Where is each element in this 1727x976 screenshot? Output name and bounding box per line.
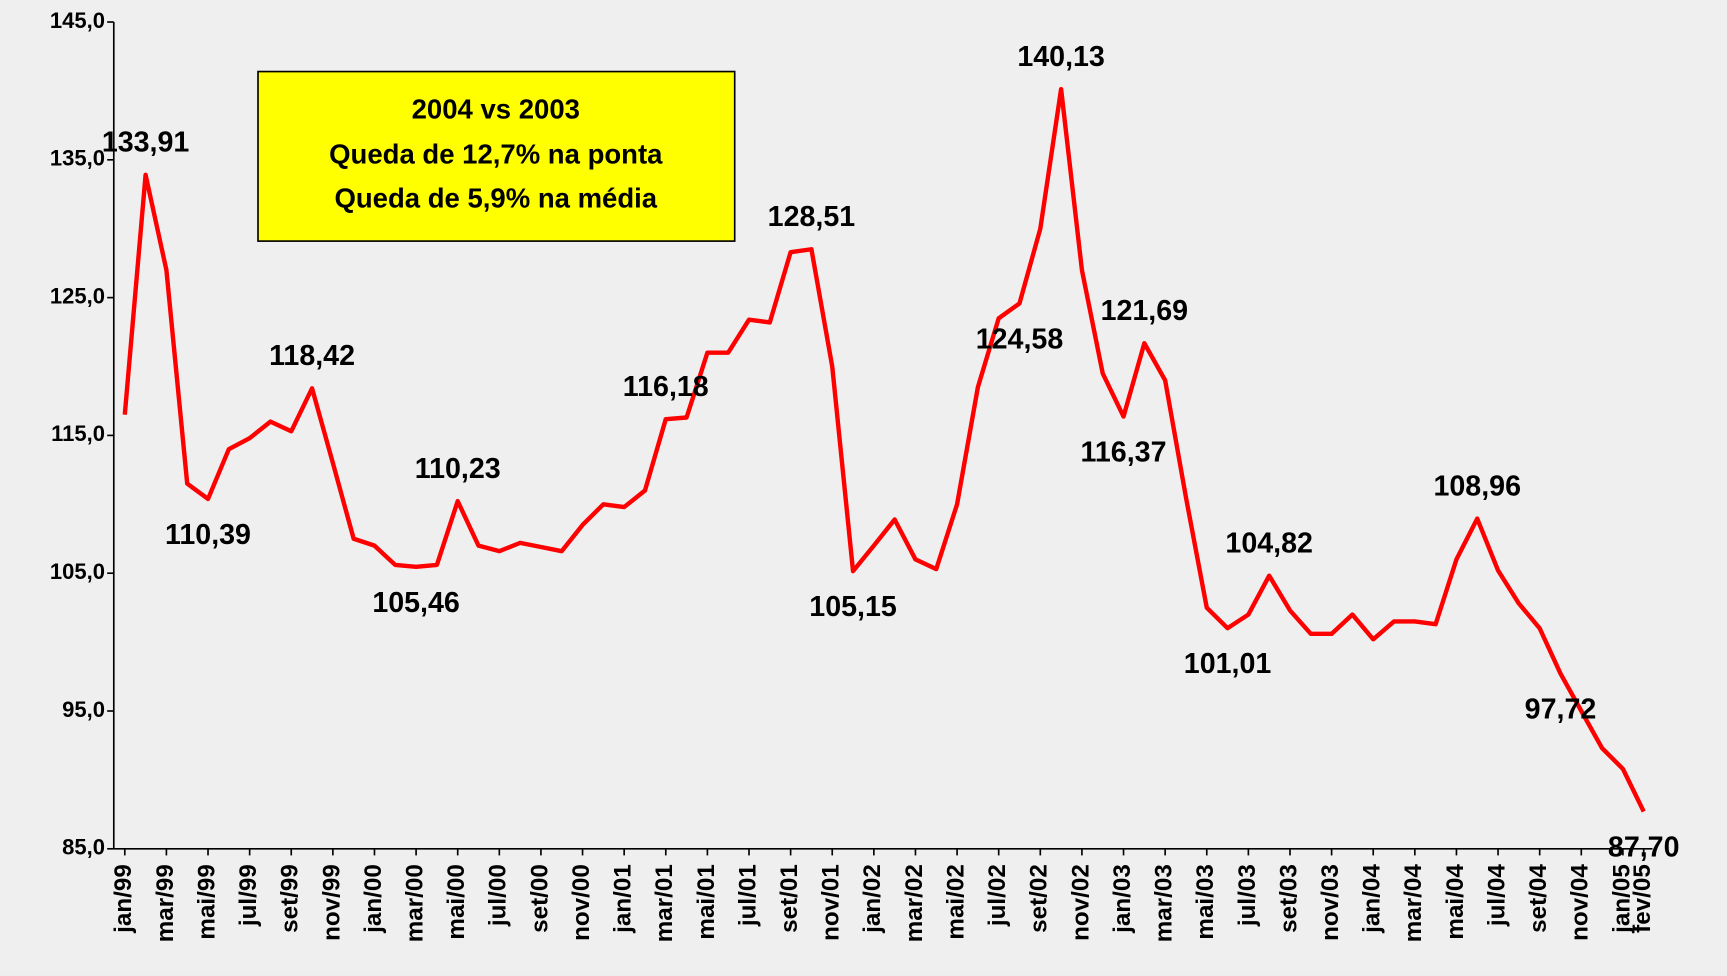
x-tick-label: nov/99 [318, 864, 345, 941]
x-tick-label: jul/99 [235, 864, 262, 927]
x-tick-label: jul/00 [485, 864, 512, 927]
x-tick-label: jan/00 [360, 864, 387, 934]
x-tick-label: mai/00 [443, 864, 470, 939]
x-tick-label: mai/01 [693, 864, 720, 939]
x-tick-label: mai/03 [1192, 864, 1219, 939]
x-tick-label: jul/04 [1483, 864, 1510, 927]
data-label: 133,91 [102, 127, 190, 159]
x-tick-label: jan/99 [110, 864, 137, 934]
chart: 2004 vs 2003 Queda de 12,7% na ponta Que… [0, 0, 1727, 971]
x-tick-label: nov/04 [1567, 864, 1594, 941]
y-tick-label: 135,0 [50, 146, 105, 171]
x-tick-label: jul/03 [1234, 864, 1261, 927]
x-tick-label: set/01 [776, 864, 803, 933]
x-tick-label: jan/01 [610, 864, 637, 934]
x-tick-label: set/04 [1525, 864, 1552, 933]
data-label: 118,42 [269, 340, 355, 372]
data-label: 97,72 [1525, 694, 1597, 726]
x-tick-label: fev/05 [1629, 864, 1656, 933]
data-label: 101,01 [1184, 648, 1272, 680]
y-tick-label: 145,0 [50, 8, 105, 33]
x-tick-label: jan/03 [1109, 864, 1136, 934]
x-tick-label: set/99 [277, 864, 304, 933]
y-tick-label: 95,0 [62, 697, 105, 722]
data-label: 110,23 [415, 453, 501, 485]
data-label: 105,46 [372, 587, 460, 619]
data-label: 104,82 [1225, 527, 1313, 559]
data-label: 124,58 [976, 323, 1064, 355]
x-tick-label: mar/99 [152, 864, 179, 942]
x-tick-label: mar/03 [1151, 864, 1178, 942]
data-label: 87,70 [1608, 832, 1680, 864]
y-tick-label: 125,0 [50, 283, 105, 308]
annotation-line: Queda de 5,9% na média [334, 183, 657, 214]
x-tick-label: jan/02 [859, 864, 886, 934]
x-tick-label: nov/03 [1317, 864, 1344, 941]
x-tick-label: set/03 [1275, 864, 1302, 933]
x-tick-label: nov/02 [1067, 864, 1094, 941]
x-tick-label: mai/02 [942, 864, 969, 939]
x-tick-label: mar/01 [651, 864, 678, 942]
x-tick-label: mai/99 [193, 864, 220, 939]
y-tick-label: 85,0 [62, 835, 105, 860]
page: 2004 vs 2003 Queda de 12,7% na ponta Que… [0, 0, 1727, 976]
x-tick-label: nov/01 [818, 864, 845, 941]
x-tick-label: jul/01 [734, 864, 761, 927]
x-tick-label: mar/00 [401, 864, 428, 942]
x-tick-label: nov/00 [568, 864, 595, 941]
data-label: 108,96 [1433, 470, 1521, 502]
x-tick-label: mai/04 [1442, 864, 1469, 940]
annotation-line: 2004 vs 2003 [412, 93, 580, 124]
data-label: 121,69 [1101, 295, 1189, 327]
y-tick-label: 115,0 [51, 421, 105, 446]
x-tick-label: jul/02 [984, 864, 1011, 927]
x-tick-label: mar/02 [901, 864, 928, 942]
x-tick-label: set/02 [1026, 864, 1053, 933]
data-label: 116,37 [1081, 437, 1167, 469]
data-label: 116,18 [623, 371, 709, 403]
data-label: 128,51 [768, 201, 856, 233]
y-tick-label: 105,0 [50, 559, 105, 584]
data-label: 140,13 [1017, 41, 1105, 73]
data-label: 105,15 [809, 591, 897, 623]
data-label: 110,39 [165, 519, 251, 551]
x-tick-label: jan/04 [1359, 864, 1386, 934]
annotation-line: Queda de 12,7% na ponta [329, 139, 663, 170]
x-tick-label: mar/04 [1400, 864, 1427, 943]
x-tick-label: set/00 [526, 864, 553, 933]
